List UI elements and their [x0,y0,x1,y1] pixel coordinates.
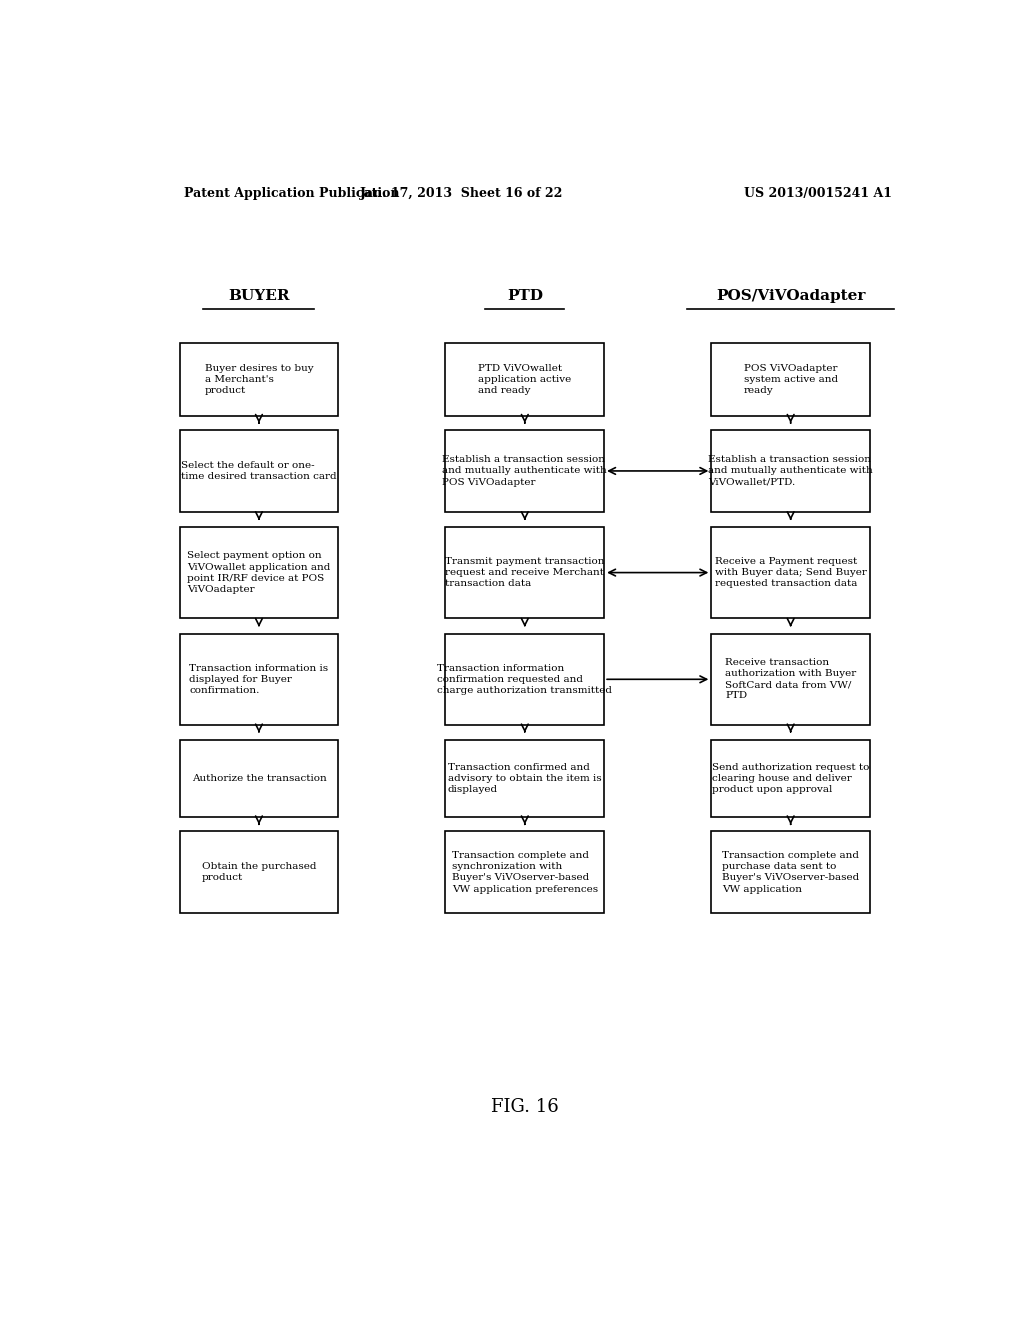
Text: Transaction complete and
synchronization with
Buyer's ViVOserver-based
VW applic: Transaction complete and synchronization… [452,851,598,894]
FancyBboxPatch shape [712,634,870,725]
Text: Establish a transaction session
and mutually authenticate with
POS ViVOadapter: Establish a transaction session and mutu… [442,455,607,487]
Text: Send authorization request to
clearing house and deliver
product upon approval: Send authorization request to clearing h… [712,763,869,795]
Text: Transmit payment transaction
request and receive Merchant
transaction data: Transmit payment transaction request and… [445,557,604,589]
FancyBboxPatch shape [179,832,338,913]
FancyBboxPatch shape [179,343,338,416]
Text: Transaction complete and
purchase data sent to
Buyer's ViVOserver-based
VW appli: Transaction complete and purchase data s… [722,851,859,894]
Text: Receive a Payment request
with Buyer data; Send Buyer
requested transaction data: Receive a Payment request with Buyer dat… [715,557,866,589]
FancyBboxPatch shape [445,739,604,817]
Text: Jan. 17, 2013  Sheet 16 of 22: Jan. 17, 2013 Sheet 16 of 22 [359,187,563,201]
Text: POS ViVOadapter
system active and
ready: POS ViVOadapter system active and ready [743,364,838,395]
Text: Select the default or one-
time desired transaction card: Select the default or one- time desired … [181,461,337,480]
FancyBboxPatch shape [712,343,870,416]
FancyBboxPatch shape [445,430,604,512]
FancyBboxPatch shape [712,739,870,817]
Text: Buyer desires to buy
a Merchant's
product: Buyer desires to buy a Merchant's produc… [205,364,313,395]
FancyBboxPatch shape [179,527,338,618]
FancyBboxPatch shape [179,430,338,512]
FancyBboxPatch shape [445,634,604,725]
FancyBboxPatch shape [445,527,604,618]
Text: PTD: PTD [507,289,543,302]
Text: Obtain the purchased
product: Obtain the purchased product [202,862,316,883]
FancyBboxPatch shape [445,832,604,913]
Text: POS/ViVOadapter: POS/ViVOadapter [716,289,865,302]
Text: FIG. 16: FIG. 16 [490,1098,559,1115]
Text: Select payment option on
ViVOwallet application and
point IR/RF device at POS
Vi: Select payment option on ViVOwallet appl… [187,552,331,594]
Text: BUYER: BUYER [228,289,290,302]
Text: Patent Application Publication: Patent Application Publication [183,187,399,201]
FancyBboxPatch shape [445,343,604,416]
Text: Establish a transaction session
and mutually authenticate with
ViVOwallet/PTD.: Establish a transaction session and mutu… [709,455,873,487]
Text: Authorize the transaction: Authorize the transaction [191,774,327,783]
Text: Transaction information
confirmation requested and
charge authorization transmit: Transaction information confirmation req… [437,664,612,694]
FancyBboxPatch shape [712,832,870,913]
Text: PTD ViVOwallet
application active
and ready: PTD ViVOwallet application active and re… [478,364,571,395]
Text: Transaction confirmed and
advisory to obtain the item is
displayed: Transaction confirmed and advisory to ob… [447,763,602,795]
FancyBboxPatch shape [179,739,338,817]
FancyBboxPatch shape [179,634,338,725]
FancyBboxPatch shape [712,527,870,618]
Text: Transaction information is
displayed for Buyer
confirmation.: Transaction information is displayed for… [189,664,329,694]
Text: US 2013/0015241 A1: US 2013/0015241 A1 [744,187,893,201]
Text: Receive transaction
authorization with Buyer
SoftCard data from VW/
PTD: Receive transaction authorization with B… [725,659,856,701]
FancyBboxPatch shape [712,430,870,512]
